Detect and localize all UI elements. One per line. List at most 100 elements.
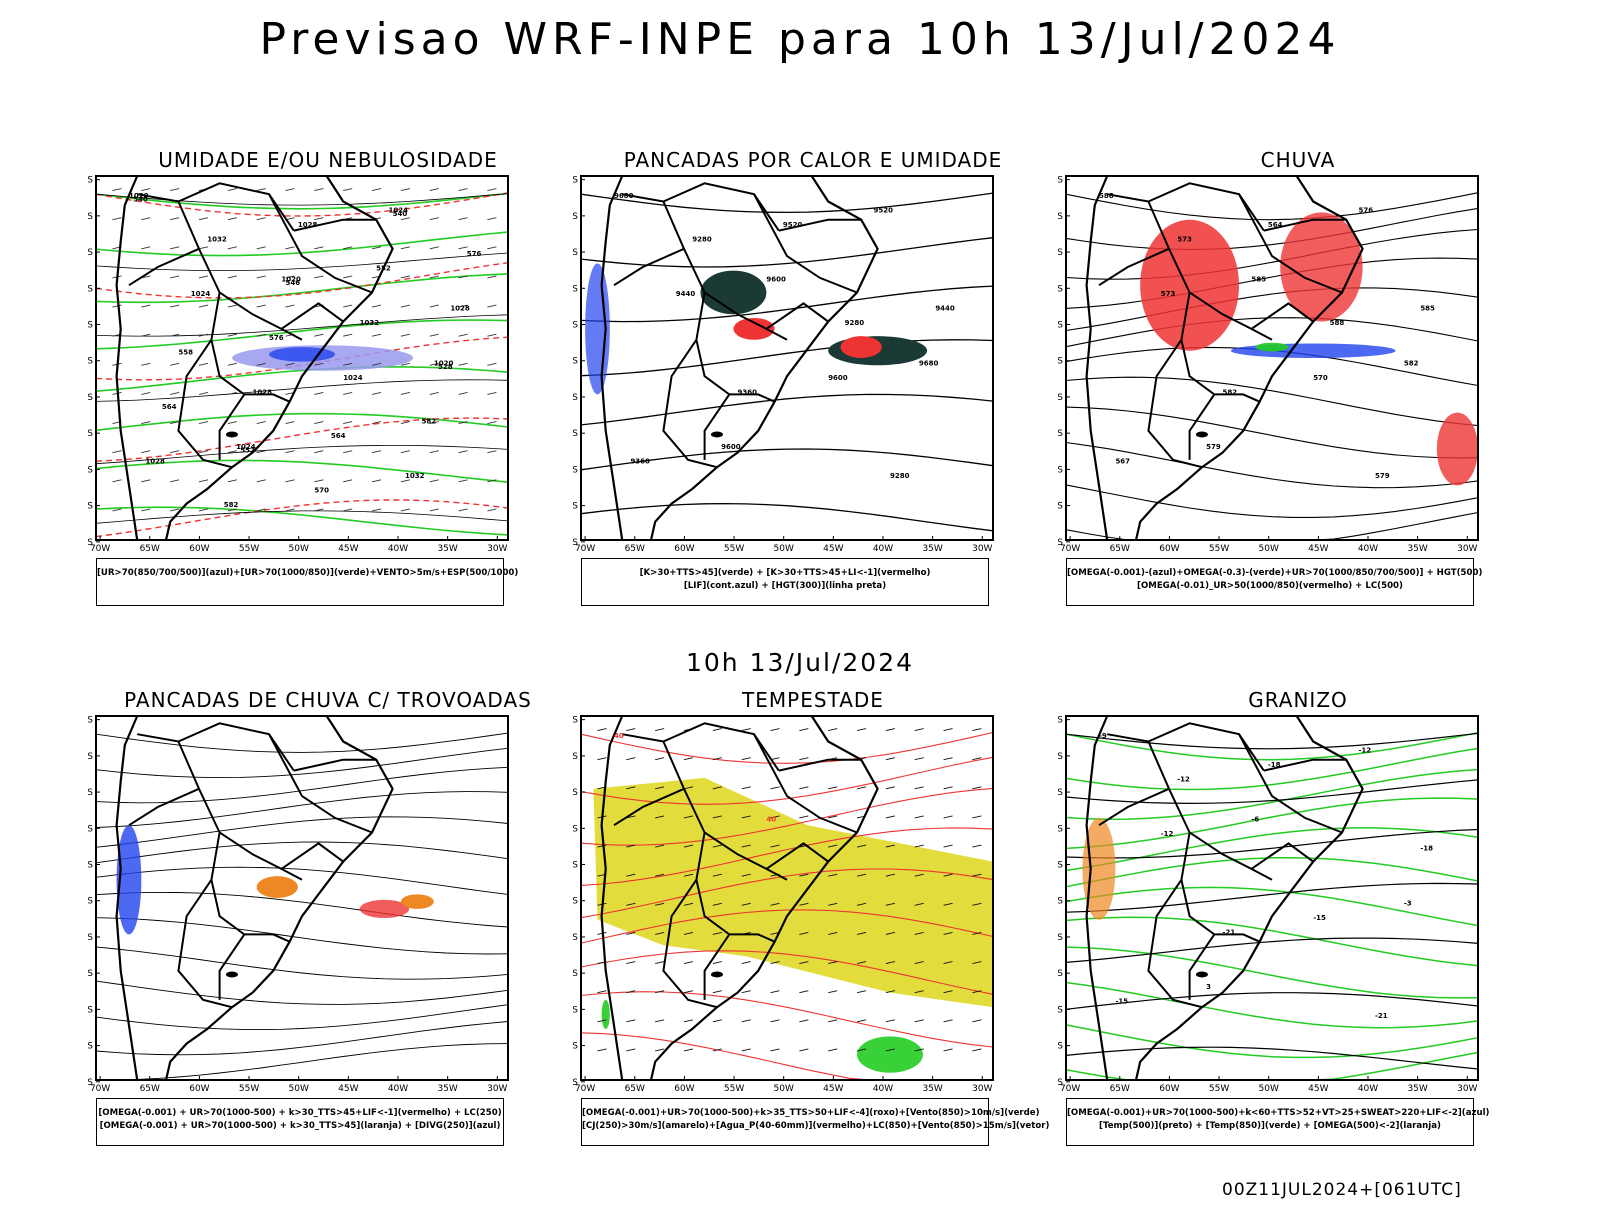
wind-vector <box>683 815 694 819</box>
temp850-contour <box>1065 747 1479 791</box>
wind-vector <box>683 1048 694 1052</box>
map-tempestade: 40 40 12S 15S 18S 21S 24S 27S 30S 33S 36S 39S 42S70W… <box>573 715 994 1094</box>
wind-vector <box>741 961 751 964</box>
wind-vector <box>943 757 953 761</box>
lat-label: 36S <box>1058 465 1063 475</box>
contour-label: 585 <box>1251 276 1266 284</box>
wind-vector <box>828 1019 838 1023</box>
wind-vector <box>972 1019 982 1023</box>
wind-vector <box>799 961 809 964</box>
wind-vector <box>626 961 636 964</box>
border-0 <box>137 182 295 232</box>
contour-label: 564 <box>162 403 177 411</box>
rain-area <box>1280 212 1363 322</box>
border-3 <box>1147 339 1203 469</box>
contour-label: 1024 <box>191 290 211 298</box>
streamline-850 <box>580 756 994 805</box>
wind-vector <box>799 757 809 761</box>
wind-arrow <box>198 450 209 454</box>
wind-arrow <box>371 246 382 250</box>
border-6 <box>1263 218 1347 232</box>
wind-vector <box>856 786 867 790</box>
wind-arrow <box>487 450 497 454</box>
border-6 <box>1263 758 1347 772</box>
wind-arrow <box>170 479 180 483</box>
lat-label: 30S <box>88 933 93 943</box>
contour-label: 1028 <box>450 305 470 313</box>
wind-arrow <box>487 479 497 483</box>
border-3 <box>662 879 718 1009</box>
contour-label: 9520 <box>783 221 803 229</box>
legend-chuva: [OMEGA(-0.001)-(azul)+OMEGA(-0.3)-(verde… <box>1066 558 1483 606</box>
wind-arrow <box>227 246 237 250</box>
lat-label: 21S <box>1058 284 1063 294</box>
contour-label: 582 <box>421 418 436 426</box>
hgt300-contour <box>580 393 994 426</box>
wind-arrow <box>458 275 468 279</box>
lat-label: 24S <box>573 861 578 871</box>
wind-vector <box>626 786 636 790</box>
wind-vector <box>741 1048 751 1052</box>
wind-arrow <box>343 304 353 308</box>
west-coastline <box>115 715 139 1081</box>
contour-label: 573 <box>1177 236 1192 244</box>
wind-arrow <box>285 421 295 424</box>
wind-vector <box>943 1019 953 1023</box>
wind-arrow <box>487 421 497 424</box>
lat-label: 21S <box>573 284 578 294</box>
wind-vector <box>741 990 751 994</box>
contour-label: 9680 <box>614 192 634 200</box>
border-0 <box>1107 722 1265 772</box>
lon-label: 40W <box>1358 544 1378 554</box>
streamline <box>95 946 509 980</box>
pressure-contour <box>95 379 509 402</box>
pressure-contour <box>95 445 509 465</box>
wind-vector <box>770 990 780 994</box>
wind-vector <box>683 757 694 761</box>
wind-arrow <box>227 362 237 366</box>
wind-arrow <box>314 391 324 395</box>
contour-label: 588 <box>1330 319 1345 327</box>
wind-vector <box>683 990 694 994</box>
wind-arrow <box>400 275 410 279</box>
wind-arrow <box>487 304 497 308</box>
lat-label: 39S <box>1058 1042 1063 1052</box>
wind-vector <box>914 757 924 761</box>
wind-vector <box>972 786 982 790</box>
west-coastline <box>1085 175 1109 541</box>
contour-label: 40 <box>614 732 624 740</box>
wind-vector <box>914 815 924 819</box>
lat-label: 39S <box>573 502 578 512</box>
border-2 <box>1180 292 1261 403</box>
lon-label: 55W <box>724 1084 744 1094</box>
lon-label: 65W <box>1110 1084 1130 1094</box>
map-umidade: 1020 1020 1020 1024 1024 1024 1024 1028 1028 1028… <box>88 175 509 554</box>
border-1 <box>1147 741 1273 881</box>
wind-vector <box>597 757 607 761</box>
contour-label: 585 <box>1420 305 1435 313</box>
jet-stream-area <box>593 777 993 1008</box>
wind-arrow <box>112 508 122 512</box>
streamline <box>95 866 509 895</box>
wind-arrow <box>400 362 410 366</box>
border-6 <box>293 218 377 232</box>
lat-label: 15S <box>573 752 578 762</box>
wind-arrow <box>112 217 122 221</box>
wind-vector <box>712 844 722 848</box>
wind-vector <box>828 990 838 994</box>
lat-label: 30S <box>573 933 578 943</box>
lon-label: 65W <box>625 544 645 554</box>
wind-arrow <box>198 246 209 250</box>
lon-label: 30W <box>487 544 507 554</box>
panel-granizo: GRANIZO -9 -6 -3 3 -12 -12 -15 -15 -18 -18 -21 -21-… <box>1058 688 1538 1208</box>
plot-frame <box>1065 175 1479 541</box>
wind-arrow <box>343 362 353 366</box>
wind-vector <box>770 1048 780 1052</box>
legend-line: [OMEGA(-0.001)-(azul)+OMEGA(-0.3)-(verde… <box>1067 568 1483 578</box>
streamline <box>95 816 509 848</box>
lat-label: 12S <box>573 716 578 726</box>
wind-vector <box>828 786 838 790</box>
wind-vector <box>972 728 982 731</box>
contour-label: 9520 <box>874 206 894 214</box>
plot-background <box>581 176 993 540</box>
